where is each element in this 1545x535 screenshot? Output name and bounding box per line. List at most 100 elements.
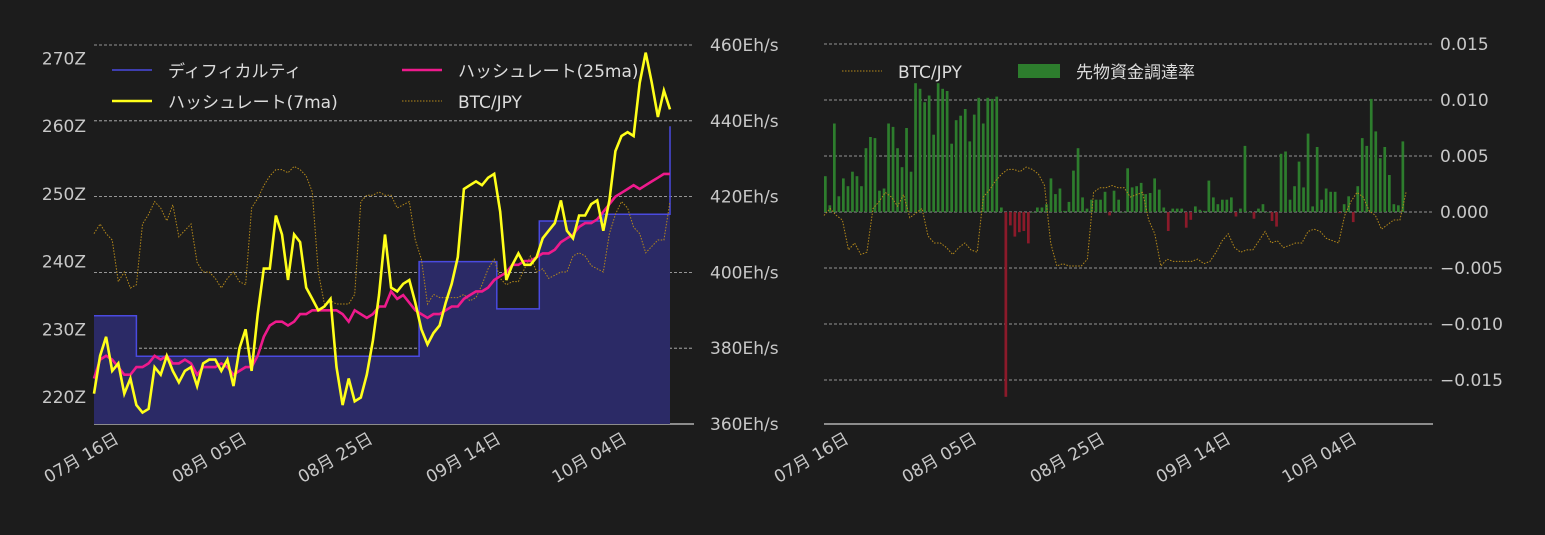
funding-rate-bar xyxy=(1054,194,1057,212)
funding-rate-bar xyxy=(1058,188,1062,212)
funding-rate-bar xyxy=(990,98,994,212)
funding-rate-bar xyxy=(1351,212,1355,223)
funding-rate-bar xyxy=(896,148,899,212)
funding-rate-bar xyxy=(1081,197,1084,212)
funding-rate-bar xyxy=(1009,212,1012,226)
x-tick-label: 08月 05日 xyxy=(169,429,251,488)
funding-rate-bar xyxy=(1383,147,1387,212)
left-y-tick-label: 270Z xyxy=(42,50,86,70)
funding-rate-bar xyxy=(1022,212,1026,231)
funding-rate-bar xyxy=(1225,199,1229,212)
funding-rate-bar xyxy=(1284,151,1287,212)
funding-rate-bar xyxy=(1311,206,1314,212)
legend-swatch-funding xyxy=(1018,64,1060,78)
left-y-tick-label: 240Z xyxy=(42,253,86,273)
funding-rate-bar xyxy=(932,134,935,212)
funding-rate-bar xyxy=(1288,199,1292,212)
right-y-tick-label: 0.005 xyxy=(1440,147,1489,167)
x-tick-label: 10月 04日 xyxy=(1279,429,1361,488)
funding-rate-bar xyxy=(1338,212,1341,214)
funding-rate-bar xyxy=(864,148,868,212)
funding-rate-bar xyxy=(846,186,850,212)
funding-rate-bar xyxy=(1324,188,1328,212)
funding-rate-bar xyxy=(1013,212,1017,237)
legend-label: ハッシュレート(25ma) xyxy=(458,62,639,82)
funding-rate-bar xyxy=(1306,133,1310,212)
funding-rate-bar xyxy=(873,138,877,212)
funding-rate-bar xyxy=(1194,206,1197,212)
legend-label: 先物資金調達率 xyxy=(1076,63,1195,83)
funding-rate-bar xyxy=(851,171,854,212)
btc-jpy-series-line xyxy=(93,165,671,306)
funding-rate-bar xyxy=(1076,148,1080,212)
funding-rate-bar xyxy=(1157,189,1161,212)
left-y-tick-label: 250Z xyxy=(42,185,86,205)
funding-rate-bar xyxy=(1365,145,1369,212)
right-legend: BTC/JPY 先物資金調達率 xyxy=(842,63,1195,83)
right-y-tick-label: 400Eh/s xyxy=(710,263,779,283)
funding-rate-bar xyxy=(995,96,999,212)
funding-rate-bar xyxy=(1175,208,1179,212)
funding-rate-bar xyxy=(1297,161,1301,212)
funding-rate-bar xyxy=(981,123,985,212)
funding-rate-bar xyxy=(1392,204,1396,212)
funding-rate-bar xyxy=(1072,170,1075,212)
funding-rate-bar xyxy=(1148,193,1152,212)
funding-rate-bar xyxy=(860,186,863,212)
funding-rate-bar xyxy=(1171,208,1175,212)
right-y-tick-label: 420Eh/s xyxy=(710,188,779,208)
funding-rate-bar xyxy=(923,102,926,212)
funding-rate-bar xyxy=(1040,207,1044,212)
funding-rate-bar xyxy=(1126,168,1129,212)
funding-rate-bar xyxy=(1347,196,1350,212)
funding-rate-bar xyxy=(1135,186,1138,212)
funding-rate-bar xyxy=(1333,191,1337,212)
funding-rate-bar xyxy=(1184,212,1188,228)
funding-rate-bar xyxy=(1315,147,1319,212)
funding-rate-bar xyxy=(1270,212,1274,221)
funding-rate-bar xyxy=(869,137,872,212)
funding-rate-bar xyxy=(900,167,904,212)
difficulty-series-line xyxy=(94,126,671,358)
x-tick-label: 08月 25日 xyxy=(1027,429,1109,488)
funding-rate-bar xyxy=(1117,199,1120,212)
funding-rate-bar xyxy=(1234,212,1238,217)
funding-rate-bar xyxy=(1198,209,1202,212)
funding-rate-bar xyxy=(1356,186,1360,212)
funding-rate-bar xyxy=(909,171,913,212)
right-y-tick-label: 0.010 xyxy=(1440,91,1489,111)
funding-rate-bar xyxy=(1212,197,1215,212)
funding-rate-bar xyxy=(914,83,917,212)
funding-rate-bar xyxy=(828,205,832,212)
funding-rate-bar xyxy=(1369,98,1373,212)
right-y-tick-label: 0.015 xyxy=(1440,35,1489,55)
funding-rate-bar xyxy=(1239,208,1242,212)
funding-rate-bar xyxy=(941,88,944,212)
funding-rate-bar xyxy=(1108,212,1111,216)
funding-rate-bar xyxy=(972,114,976,212)
right-y-tick-label: 380Eh/s xyxy=(710,339,779,359)
x-tick-label: 10月 04日 xyxy=(549,429,631,488)
right-y-tick-label: 0.000 xyxy=(1440,203,1489,223)
funding-rate-bar xyxy=(855,176,859,212)
funding-rate-bar xyxy=(1099,199,1102,212)
legend-label: ディフィカルティ xyxy=(168,61,301,82)
funding-rate-bar xyxy=(1045,204,1048,212)
funding-rate-bar xyxy=(1036,207,1039,212)
funding-rate-bar xyxy=(1130,187,1134,212)
funding-rate-bar xyxy=(1018,212,1021,233)
funding-rate-bar xyxy=(986,97,990,212)
hashrate-7ma-series-line xyxy=(92,52,672,415)
funding-rate-bar xyxy=(1139,182,1143,212)
funding-rate-bar xyxy=(1203,210,1206,212)
right-y-tick-label: −0.015 xyxy=(1440,371,1503,391)
funding-rate-bar xyxy=(1266,212,1269,213)
left-y-tick-label: 220Z xyxy=(42,388,86,408)
right-y-tick-label: 440Eh/s xyxy=(710,112,779,132)
right-chart: 0.015 0.010 0.005 0.000 −0.005 −0.010 −0.015 07… xyxy=(771,35,1503,488)
x-tick-label: 09月 14日 xyxy=(1153,429,1235,488)
funding-rate-bar xyxy=(968,141,972,212)
funding-rate-bar xyxy=(882,188,886,212)
right-y-tick-label: −0.005 xyxy=(1440,259,1503,279)
